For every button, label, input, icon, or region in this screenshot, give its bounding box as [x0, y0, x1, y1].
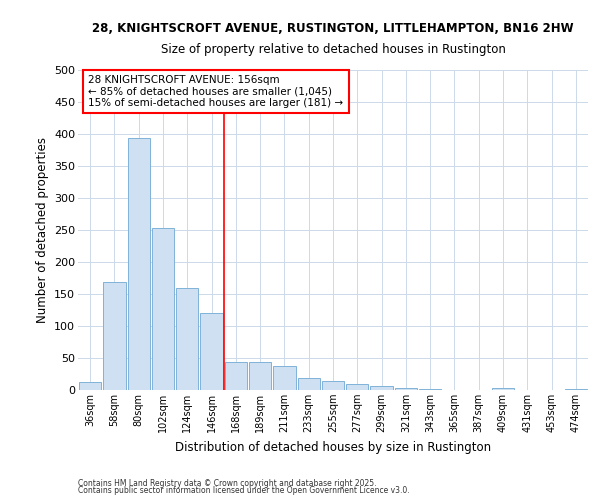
Bar: [492, 388, 514, 390]
Bar: [200, 313, 223, 390]
Bar: [565, 388, 587, 390]
Bar: [298, 378, 320, 390]
Bar: [419, 388, 442, 390]
Text: 28, KNIGHTSCROFT AVENUE, RUSTINGTON, LITTLEHAMPTON, BN16 2HW: 28, KNIGHTSCROFT AVENUE, RUSTINGTON, LIT…: [92, 22, 574, 36]
Bar: [79, 382, 101, 390]
Bar: [249, 362, 271, 390]
Bar: [370, 386, 393, 390]
Bar: [103, 282, 125, 390]
Text: 28 KNIGHTSCROFT AVENUE: 156sqm
← 85% of detached houses are smaller (1,045)
15% : 28 KNIGHTSCROFT AVENUE: 156sqm ← 85% of …: [88, 75, 343, 108]
Bar: [322, 381, 344, 390]
Text: Contains public sector information licensed under the Open Government Licence v3: Contains public sector information licen…: [78, 486, 410, 495]
Bar: [224, 362, 247, 390]
Y-axis label: Number of detached properties: Number of detached properties: [35, 137, 49, 323]
Bar: [176, 288, 199, 390]
Bar: [152, 228, 174, 390]
Bar: [273, 366, 296, 390]
X-axis label: Distribution of detached houses by size in Rustington: Distribution of detached houses by size …: [175, 440, 491, 454]
Text: Contains HM Land Registry data © Crown copyright and database right 2025.: Contains HM Land Registry data © Crown c…: [78, 478, 377, 488]
Bar: [395, 388, 417, 390]
Bar: [128, 138, 150, 390]
Bar: [346, 384, 368, 390]
Text: Size of property relative to detached houses in Rustington: Size of property relative to detached ho…: [161, 42, 505, 56]
